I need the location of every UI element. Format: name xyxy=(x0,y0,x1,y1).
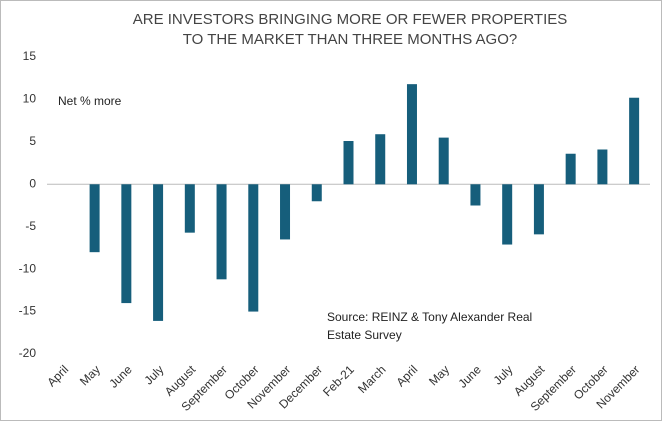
bar xyxy=(533,184,544,235)
bar xyxy=(629,97,640,185)
bar xyxy=(311,184,322,202)
bar xyxy=(184,184,195,233)
y-tick-label: -5 xyxy=(25,219,36,233)
chart-title: ARE INVESTORS BRINGING MORE OR FEWER PRO… xyxy=(133,11,568,28)
bar xyxy=(280,184,291,240)
chart-title: TO THE MARKET THAN THREE MONTHS AGO? xyxy=(183,31,518,48)
y-tick-label: -20 xyxy=(19,346,37,360)
annotation: Estate Survey xyxy=(327,328,402,342)
bar xyxy=(565,153,576,185)
bar xyxy=(597,149,608,185)
bar xyxy=(343,141,354,185)
y-tick-label: 5 xyxy=(29,134,36,148)
y-tick-label: 0 xyxy=(29,176,36,190)
annotation: Source: REINZ & Tony Alexander Real xyxy=(327,310,532,324)
annotation: Net % more xyxy=(58,94,122,108)
bar xyxy=(121,184,132,304)
bar xyxy=(216,184,227,280)
y-tick-label: 10 xyxy=(23,92,37,106)
bar xyxy=(470,184,481,206)
bar xyxy=(438,137,449,185)
bar xyxy=(375,134,386,185)
bar xyxy=(502,184,513,245)
bar xyxy=(248,184,259,312)
y-tick-label: -15 xyxy=(19,304,37,318)
bar xyxy=(89,184,100,253)
bar xyxy=(406,84,417,185)
y-tick-label: -10 xyxy=(19,261,37,275)
y-tick-label: 15 xyxy=(23,49,37,63)
bar xyxy=(153,184,164,321)
